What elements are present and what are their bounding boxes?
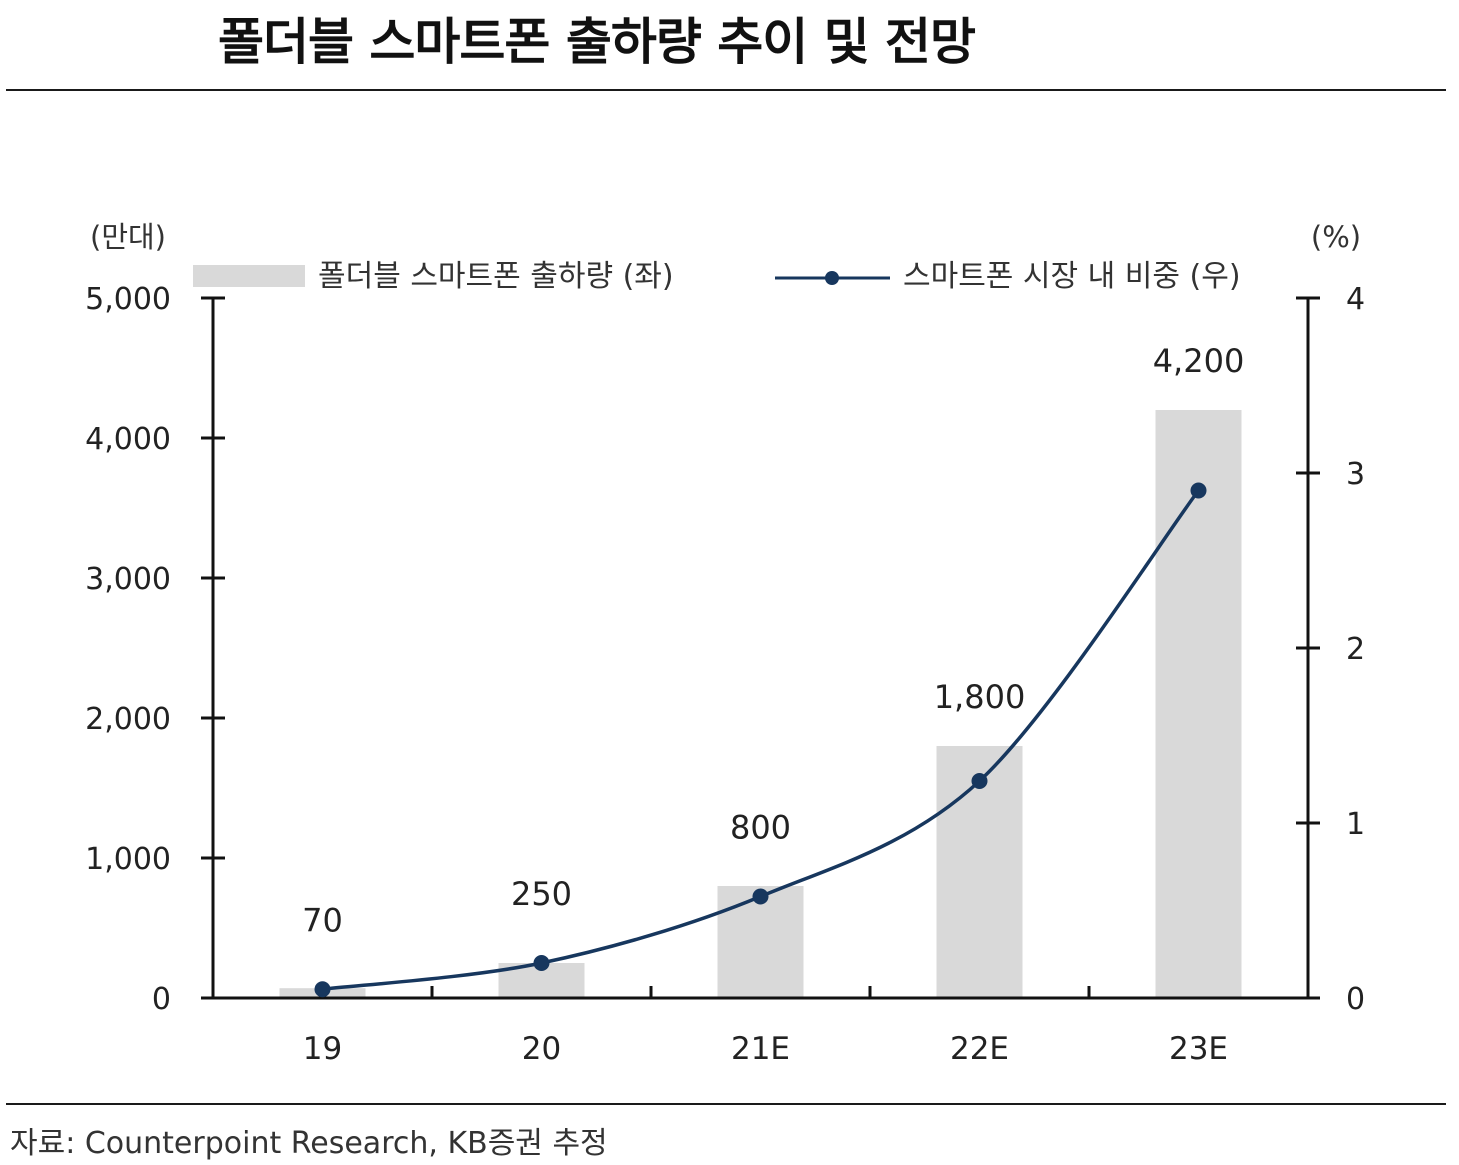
bar-label-22E: 1,800 [934, 678, 1026, 716]
legend-line-marker [825, 271, 839, 285]
right-tick-label-2: 2 [1346, 632, 1365, 667]
left-axis-unit: (만대) [90, 220, 166, 254]
left-tick-label-0: 0 [152, 982, 171, 1017]
line-series [314, 482, 1207, 998]
left-tick-label-5000: 5,000 [85, 282, 171, 317]
x-tick-label-21E: 21E [731, 1031, 790, 1067]
left-tick-label-3000: 3,000 [85, 562, 171, 597]
x-tick-label-22E: 22E [950, 1031, 1009, 1067]
right-tick-label-4: 4 [1346, 282, 1365, 317]
right-tick-label-1: 1 [1346, 807, 1365, 842]
share-line [322, 489, 1200, 991]
right-tick-label-0: 0 [1346, 982, 1365, 1017]
legend-bar-swatch [193, 265, 305, 287]
x-tick-label-23E: 23E [1169, 1031, 1228, 1067]
legend-bar-label: 폴더블 스마트폰 출하량 (좌) [318, 259, 674, 294]
bar-label-23E: 4,200 [1153, 342, 1245, 380]
left-tick-label-1000: 1,000 [85, 842, 171, 877]
bottom-rule [6, 1103, 1446, 1105]
source-note: 자료: Counterpoint Research, KB증권 추정 [10, 1126, 608, 1161]
share-point-23E [1190, 482, 1207, 499]
chart-title: 폴더블 스마트폰 출하량 추이 및 전망 [218, 13, 976, 71]
share-point-21E [752, 888, 769, 905]
share-point-19 [314, 981, 331, 998]
top-rule [6, 89, 1446, 91]
bar-data-labels: 70 250 800 1,800 4,200 [302, 342, 1244, 939]
share-point-20 [533, 955, 550, 971]
x-tick-label-19: 19 [303, 1031, 342, 1067]
x-tick-label-20: 20 [522, 1031, 561, 1067]
bar-21E [717, 886, 804, 998]
left-tick-label-4000: 4,000 [85, 422, 171, 457]
bar-label-19: 70 [302, 901, 343, 939]
bar-23E [1155, 410, 1242, 998]
axes: 0 1,000 2,000 3,000 4,000 5,000 0 1 2 3 4 19 20 21E 22… [85, 282, 1365, 1067]
right-axis-unit: (%) [1311, 220, 1361, 254]
bar-label-20: 250 [511, 875, 572, 913]
legend-line-label: 스마트폰 시장 내 비중 (우) [903, 259, 1241, 294]
bar-series [279, 410, 1242, 998]
legend: 폴더블 스마트폰 출하량 (좌) 스마트폰 시장 내 비중 (우) [193, 259, 1241, 294]
left-tick-label-2000: 2,000 [85, 702, 171, 737]
right-tick-label-3: 3 [1346, 457, 1365, 492]
bar-label-21E: 800 [730, 809, 791, 847]
share-point-22E [971, 773, 988, 789]
